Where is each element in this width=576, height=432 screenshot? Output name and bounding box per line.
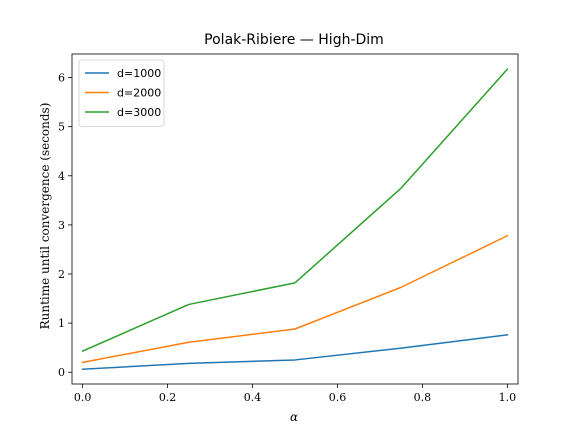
- legend: d=1000 d=2000 d=3000: [78, 59, 165, 127]
- y-tick-label: 4: [58, 170, 65, 183]
- y-tick-label: 6: [58, 72, 65, 85]
- x-tick-label: 0.0: [74, 391, 92, 404]
- x-tick-label: 0.6: [329, 391, 347, 404]
- y-axis-label: Runtime until convergence (seconds): [38, 103, 52, 330]
- y-tick-label: 0: [58, 366, 65, 379]
- x-tick-label: 0.4: [244, 391, 262, 404]
- series-line-d-1000: [81, 334, 509, 371]
- plot-area: 0.0 0.2 0.4 0.6 0.8 1.0 0 1 2 3 4 5 6 d=1000 d=2000 d=3…: [58, 53, 519, 404]
- legend-box: [78, 59, 165, 127]
- series-line-d-2000: [81, 234, 509, 364]
- x-tick-label: 1.0: [499, 391, 517, 404]
- legend-label: d=2000: [117, 87, 161, 100]
- series-line-d-3000: [81, 68, 509, 353]
- x-tick-label: 0.2: [159, 391, 177, 404]
- y-tick-label: 5: [58, 121, 65, 134]
- y-tick-label: 2: [58, 268, 65, 281]
- axes-frame: [71, 53, 519, 385]
- y-tick-label: 1: [58, 317, 65, 330]
- legend-label: d=3000: [117, 106, 161, 119]
- chart-title: Polak-Ribiere — High-Dim: [204, 32, 384, 48]
- x-axis-label: α: [290, 410, 298, 424]
- y-tick-label: 3: [58, 219, 65, 232]
- legend-label: d=1000: [117, 67, 161, 80]
- x-tick-label: 0.8: [414, 391, 432, 404]
